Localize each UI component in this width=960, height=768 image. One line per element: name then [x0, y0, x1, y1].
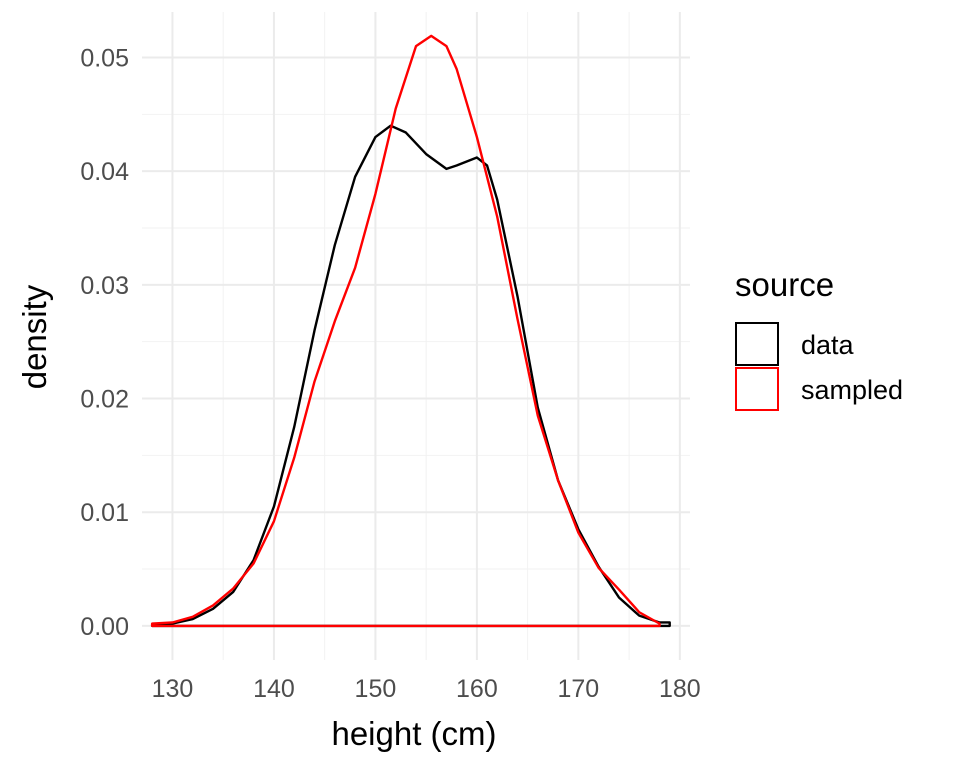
legend-label-data: data — [801, 330, 855, 360]
y-tick-label: 0.01 — [80, 499, 129, 527]
x-tick-label: 160 — [456, 675, 498, 703]
legend-key-data — [735, 322, 779, 366]
x-axis-title: height (cm) — [331, 715, 496, 752]
legend-key-sampled — [735, 367, 779, 411]
y-axis-ticks: 0.00 0.01 0.02 0.03 0.04 0.05 — [80, 44, 129, 640]
y-tick-label: 0.04 — [80, 158, 129, 186]
legend-label-sampled: sampled — [801, 375, 903, 405]
x-tick-label: 130 — [152, 675, 194, 703]
grid-lines — [142, 12, 690, 660]
density-line-data — [150, 124, 671, 628]
x-tick-label: 140 — [253, 675, 295, 703]
x-tick-label: 170 — [558, 675, 600, 703]
x-tick-label: 180 — [659, 675, 701, 703]
y-tick-label: 0.02 — [80, 386, 129, 414]
x-tick-label: 150 — [355, 675, 397, 703]
y-axis-title: density — [16, 284, 53, 389]
legend: source data sampled — [735, 266, 903, 411]
density-line-sampled — [150, 34, 661, 628]
y-tick-label: 0.03 — [80, 272, 129, 300]
x-axis-ticks: 130 140 150 160 170 180 — [152, 675, 701, 703]
legend-title: source — [735, 266, 834, 303]
y-tick-label: 0.05 — [80, 44, 129, 72]
y-tick-label: 0.00 — [80, 613, 129, 641]
series-layer — [150, 34, 671, 628]
